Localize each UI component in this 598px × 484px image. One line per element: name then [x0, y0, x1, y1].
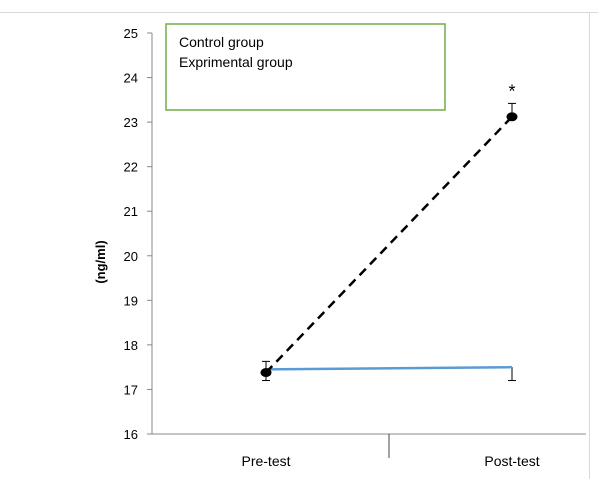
- legend-box: [165, 23, 446, 111]
- x-tick-label: Pre-test: [241, 453, 290, 469]
- series-control: [262, 365, 516, 382]
- y-tick-label: 20: [124, 249, 138, 264]
- series-line: [265, 115, 513, 374]
- axes: [151, 33, 586, 458]
- legend-entry-experimental: Exprimental group: [179, 54, 293, 70]
- significance-annotation: *: [508, 81, 515, 101]
- y-tick-label: 23: [124, 115, 138, 130]
- y-tick-label: 16: [124, 427, 138, 442]
- legend: Control group Exprimental group: [165, 23, 446, 111]
- y-tick-label: 25: [124, 26, 138, 41]
- x-tick-labels: Pre-test Post-test: [241, 453, 539, 469]
- y-tick-label: 24: [124, 71, 138, 86]
- y-tick-label: 18: [124, 338, 138, 353]
- y-tick-label: 22: [124, 160, 138, 175]
- x-tick-label: Post-test: [484, 453, 539, 469]
- y-tick-label: 21: [124, 204, 138, 219]
- series-experimental: [260, 102, 518, 378]
- series-layer: [260, 102, 518, 382]
- y-tick-label: 17: [124, 382, 138, 397]
- legend-entry-control: Control group: [179, 34, 264, 50]
- series-line: [265, 365, 513, 371]
- data-point: [506, 112, 518, 122]
- y-axis-label: (ng/ml): [93, 240, 108, 283]
- y-tick-label: 19: [124, 293, 138, 308]
- data-point: [260, 368, 272, 378]
- y-ticks: 16 17 18 19 20 21 22 23 24 25: [124, 26, 152, 442]
